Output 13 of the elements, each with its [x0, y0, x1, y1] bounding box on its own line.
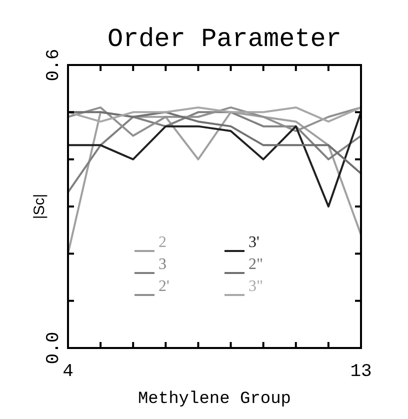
legend-label: 2': [158, 278, 170, 295]
legend-label: 2": [248, 256, 264, 273]
y-axis-title: |Sc|: [31, 194, 48, 220]
legend-label: 3": [248, 278, 264, 295]
y-tick-label: 0.0: [44, 332, 64, 364]
legend-label: 3: [158, 256, 166, 273]
chart-title: Order Parameter: [107, 24, 342, 54]
legend-label: 2: [158, 234, 166, 251]
y-tick-label: 0.6: [44, 48, 64, 82]
x-tick-label: 13: [350, 362, 372, 382]
x-axis-title: Methylene Group: [138, 390, 292, 409]
x-tick-label: 4: [62, 362, 74, 382]
legend-label: 3': [248, 234, 260, 251]
